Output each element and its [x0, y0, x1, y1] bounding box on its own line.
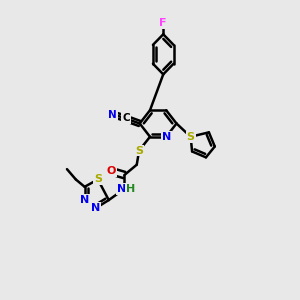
Text: N: N — [162, 132, 171, 142]
Text: N: N — [117, 184, 126, 194]
Text: S: S — [94, 174, 102, 184]
Text: H: H — [126, 184, 136, 194]
Text: O: O — [106, 166, 116, 176]
Text: N: N — [108, 110, 117, 120]
Text: S: S — [135, 146, 143, 156]
Text: S: S — [187, 132, 195, 142]
Text: N: N — [91, 203, 100, 213]
Text: N: N — [80, 195, 89, 205]
Text: F: F — [160, 18, 167, 28]
Text: C: C — [122, 113, 130, 123]
